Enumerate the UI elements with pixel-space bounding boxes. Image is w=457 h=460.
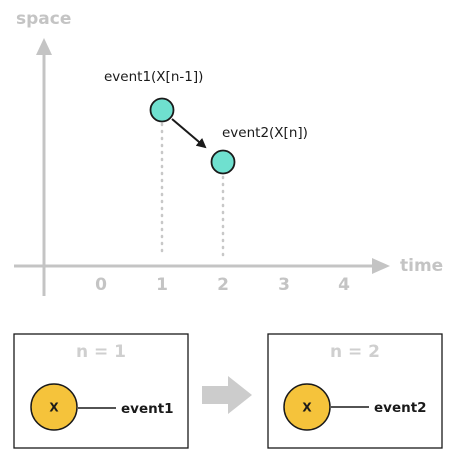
node-event-label: event2 <box>374 400 427 416</box>
x-node-letter: X <box>302 401 312 415</box>
y-axis-arrowhead <box>36 38 52 55</box>
x-axis-title: time <box>400 256 443 276</box>
y-axis-title: space <box>16 9 71 29</box>
right-arrow-icon <box>202 376 252 414</box>
event2-point <box>210 149 236 175</box>
tick-label: 3 <box>278 275 290 295</box>
state-panel-n2: n = 2 X event2 <box>267 333 443 449</box>
event1-point <box>149 97 175 123</box>
event1-label: event1(X[n-1]) <box>104 69 203 85</box>
tick-label: 0 <box>95 275 107 295</box>
transition-arrow-shape <box>202 376 252 414</box>
tick-label: 1 <box>156 275 168 295</box>
x-axis-arrowhead <box>372 258 390 274</box>
tick-label: 2 <box>217 275 229 295</box>
state-panel-title: n = 2 <box>330 342 380 362</box>
x-node-letter: X <box>49 401 59 415</box>
event-sequence-arrow <box>171 118 207 149</box>
x-tick-labels: 0 1 2 3 4 <box>95 275 350 295</box>
state-panel-n1: n = 1 X event1 <box>13 333 189 449</box>
x-node <box>30 383 78 431</box>
node-event-label: event1 <box>121 401 174 417</box>
space-time-chart: space time 0 1 2 3 4 event1(X[n-1]) even… <box>14 9 443 296</box>
tick-label: 4 <box>338 275 350 295</box>
event2-label: event2(X[n]) <box>222 125 308 141</box>
state-panel-title: n = 1 <box>76 342 126 362</box>
x-node <box>283 383 331 431</box>
